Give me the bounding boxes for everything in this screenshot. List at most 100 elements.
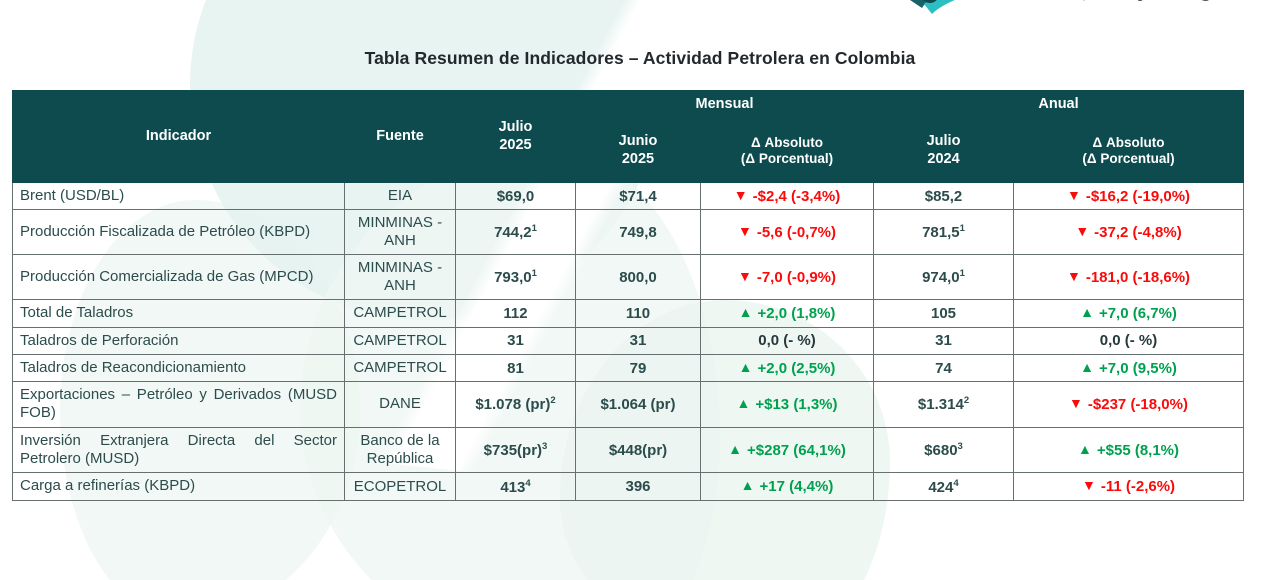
summary-table-container: Indicador Fuente Julio 2025 Mensual Anua…	[12, 90, 1245, 501]
cell-fuente: MINMINAS - ANH	[344, 209, 456, 256]
cell-julio-2024: 4244	[873, 472, 1015, 501]
cell-julio-2024: 105	[873, 299, 1015, 328]
footnote-marker: 1	[959, 268, 965, 280]
cell-delta-mensual: ▼ -$2,4 (-3,4%)	[699, 181, 875, 211]
footnote-marker: 4	[953, 477, 959, 489]
cell-julio-2025: 81	[455, 353, 576, 383]
cell-julio-2025: 31	[455, 326, 576, 355]
cell-julio-2025: 112	[455, 299, 576, 328]
cell-delta-mensual-value: +$13 (1,3%)	[755, 395, 838, 413]
cell-delta-anual-value: 0,0 (- %)	[1099, 332, 1158, 350]
footnote-marker: 2	[963, 395, 970, 407]
arrow-up-icon: ▲	[736, 394, 751, 411]
col-header-julio-2025: Julio 2025	[455, 90, 576, 183]
cell-delta-anual: ▼ -181,0 (-18,6%)	[1013, 254, 1245, 301]
col-header-junio-2025-line1: Junio	[618, 133, 658, 150]
col-header-julio-2025-line2: 2025	[499, 136, 532, 153]
arrow-up-icon: ▲	[738, 303, 753, 320]
cell-delta-mensual-value: -$2,4 (-3,4%)	[752, 187, 841, 205]
cell-delta-anual: ▼ -37,2 (-4,8%)	[1013, 209, 1245, 256]
arrow-down-icon: ▼	[1066, 267, 1081, 284]
cell-delta-anual: ▲ +7,0 (6,7%)	[1013, 299, 1245, 328]
col-header-indicador: Indicador	[12, 90, 345, 183]
footnote-marker: 1	[531, 223, 537, 235]
col-header-delta-mensual: Δ Absoluto (Δ Porcentual)	[699, 118, 875, 183]
footnote-marker: 1	[531, 268, 537, 280]
cell-indicador: Inversión Extranjera Directa del Sector …	[12, 426, 345, 474]
table-body: Brent (USD/BL) EIA $69,0 $71,4 ▼ -$2,4 (-3,4%…	[12, 181, 1245, 501]
footnote-marker: 4	[525, 477, 531, 489]
table-row: Producción Comercializada de Gas (MPCD) M…	[12, 254, 1245, 301]
cell-indicador: Total de Taladros	[12, 299, 345, 328]
footnote-marker: 1	[959, 223, 965, 235]
cell-delta-anual: ▼ -$237 (-18,0%)	[1013, 381, 1245, 428]
cell-delta-anual-value: -37,2 (-4,8%)	[1094, 223, 1182, 241]
cell-delta-anual-value: +7,0 (9,5%)	[1098, 359, 1177, 377]
arrow-down-icon: ▼	[737, 222, 752, 239]
col-header-fuente: Fuente	[344, 90, 456, 183]
cell-delta-mensual: ▲ +$13 (1,3%)	[699, 381, 875, 428]
col-header-delta-anual-abs: Δ Absoluto	[1092, 134, 1165, 150]
footnote-marker: 3	[957, 441, 963, 453]
table-head-row-subs: Junio 2025 Δ Absoluto (Δ Porcentual) Jul…	[13, 118, 1245, 183]
col-header-junio-2025: Junio 2025	[575, 118, 701, 183]
cell-delta-mensual: ▲ +2,0 (2,5%)	[699, 353, 875, 383]
col-header-julio-2024-line1: Julio	[926, 133, 961, 150]
cell-julio-2024: 74	[873, 353, 1015, 383]
cell-delta-mensual-value: +2,0 (1,8%)	[757, 304, 836, 322]
cell-delta-anual-value: +7,0 (6,7%)	[1098, 304, 1177, 322]
cell-julio-2024: $6803	[873, 426, 1015, 474]
col-header-julio-2024-line2: 2024	[927, 150, 960, 167]
cell-fuente: EIA	[344, 181, 456, 211]
table-row: Taladros de Reacondicionamiento CAMPETROL…	[12, 353, 1245, 383]
cell-delta-mensual-value: +2,0 (2,5%)	[757, 359, 836, 377]
cell-delta-anual: ▼ -11 (-2,6%)	[1013, 472, 1245, 501]
col-header-delta-anual-pct: (Δ Porcentual)	[1082, 150, 1175, 166]
table-row: Total de Taladros CAMPETROL 112 110 ▲ +2,0 (1…	[12, 299, 1245, 328]
cell-julio-2024: 974,01	[873, 254, 1015, 301]
cell-fuente: CAMPETROL	[344, 353, 456, 383]
cell-fuente: MINMINAS - ANH	[344, 254, 456, 301]
cell-delta-mensual: ▼ -7,0 (-0,9%)	[699, 254, 875, 301]
arrow-down-icon: ▼	[1069, 394, 1083, 411]
cell-junio-2025: 396	[575, 472, 701, 501]
cell-julio-2025: $69,0	[455, 181, 576, 211]
col-header-julio-2024: Julio 2024	[873, 118, 1015, 183]
cell-delta-anual-value: -11 (-2,6%)	[1100, 478, 1176, 496]
table-row: Exportaciones – Petróleo y Derivados (MU…	[12, 381, 1245, 428]
cell-delta-anual-value: -181,0 (-18,6%)	[1085, 268, 1191, 286]
cell-fuente: CAMPETROL	[344, 326, 456, 355]
cell-fuente: CAMPETROL	[344, 299, 456, 328]
cell-delta-mensual: ▲ +2,0 (1,8%)	[699, 299, 875, 328]
col-header-delta-mensual-pct: (Δ Porcentual)	[740, 150, 834, 166]
table-row: Taladros de Perforación CAMPETROL 31 31 0,0 …	[12, 326, 1245, 355]
cell-julio-2025: $1.078 (pr)2	[455, 381, 576, 428]
cell-junio-2025: 800,0	[575, 254, 701, 301]
col-header-julio-2025-line1: Julio	[498, 119, 533, 136]
cell-indicador: Brent (USD/BL)	[12, 181, 345, 211]
table-row: Producción Fiscalizada de Petróleo (KBPD…	[12, 209, 1245, 256]
arrow-up-icon: ▲	[1080, 303, 1094, 320]
arrow-up-icon: ▲	[1078, 440, 1092, 457]
arrow-down-icon: ▼	[737, 267, 752, 284]
cell-indicador: Producción Fiscalizada de Petróleo (KBPD…	[12, 209, 345, 256]
col-header-junio-2025-line2: 2025	[621, 150, 655, 167]
footnote-marker: 3	[542, 441, 548, 453]
cell-delta-mensual: ▼ -5,6 (-0,7%)	[699, 209, 875, 256]
cell-julio-2025: 793,01	[455, 254, 576, 301]
cell-junio-2025: $1.064 (pr)	[575, 381, 701, 428]
cell-delta-mensual-value: +$287 (64,1%)	[747, 441, 846, 459]
arrow-up-icon: ▲	[740, 477, 755, 494]
cell-delta-anual: ▲ +7,0 (9,5%)	[1013, 353, 1245, 383]
cell-delta-mensual-value: +17 (4,4%)	[759, 478, 834, 496]
cell-delta-mensual-value: -5,6 (-0,7%)	[756, 223, 837, 241]
cell-delta-anual: ▲ +$55 (8,1%)	[1013, 426, 1245, 474]
cell-fuente: Banco de la República	[344, 426, 456, 474]
cell-junio-2025: $71,4	[575, 181, 701, 211]
col-header-delta-mensual-abs: Δ Absoluto	[751, 134, 823, 150]
table-row: Carga a refinerías (KBPD) ECOPETROL 4134 39…	[12, 472, 1245, 501]
cell-junio-2025: 79	[575, 353, 701, 383]
cell-julio-2025: 4134	[455, 472, 576, 501]
cell-delta-mensual: ▲ +17 (4,4%)	[699, 472, 875, 501]
group-header-anual: Anual	[873, 90, 1245, 119]
